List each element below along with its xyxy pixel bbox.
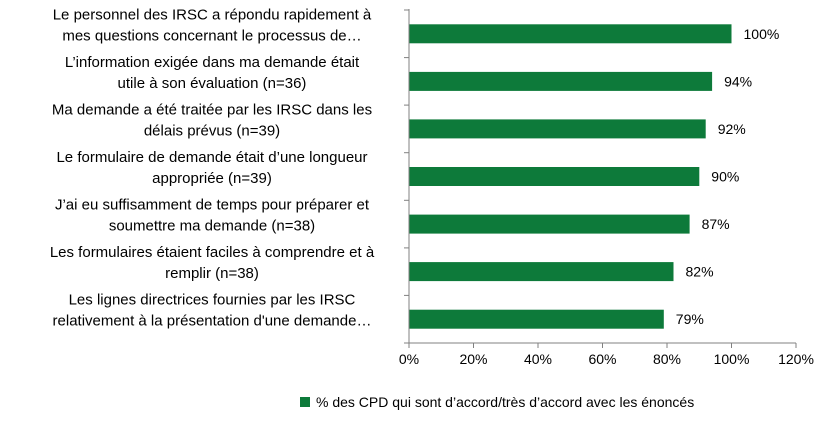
legend: % des CPD qui sont d’accord/très d’accor… bbox=[300, 394, 694, 410]
axes: 0% 20% 40% 60% 80% 100% 120% bbox=[399, 9, 814, 367]
category-label: Les formulaires étaient faciles à compre… bbox=[50, 244, 375, 261]
x-tick-label: 0% bbox=[399, 351, 419, 367]
category-label: soumettre ma demande (n=38) bbox=[109, 218, 315, 235]
legend-swatch bbox=[300, 397, 310, 407]
category-label: mes questions concernant le processus de… bbox=[62, 27, 361, 44]
data-label: 94% bbox=[724, 73, 752, 89]
bar bbox=[409, 167, 700, 186]
data-label: 82% bbox=[686, 264, 714, 280]
category-label: remplir (n=38) bbox=[165, 265, 259, 282]
bar bbox=[409, 71, 713, 91]
bar bbox=[409, 24, 732, 44]
bar bbox=[409, 262, 674, 282]
category-label: délais prévus (n=39) bbox=[144, 122, 280, 139]
category-label: appropriée (n=39) bbox=[152, 170, 272, 187]
x-tick-label: 80% bbox=[653, 351, 681, 367]
category-labels: Le personnel des IRSC a répondu rapideme… bbox=[50, 6, 375, 329]
category-label: relativement à la présentation d'une dem… bbox=[53, 313, 372, 330]
category-label: Les lignes directrices fournies par les … bbox=[69, 292, 356, 309]
category-label: utile à son évaluation (n=36) bbox=[118, 75, 307, 92]
category-label: Le personnel des IRSC a répondu rapideme… bbox=[53, 6, 372, 23]
bar bbox=[409, 119, 706, 139]
x-tick-label: 60% bbox=[588, 351, 616, 367]
bar bbox=[409, 214, 690, 234]
x-tick-label: 100% bbox=[714, 351, 750, 367]
category-label: Le formulaire de demande était d’une lon… bbox=[56, 149, 367, 166]
data-labels: 100% 94% 92% 90% 87% 82% 79% bbox=[676, 26, 780, 327]
bar bbox=[409, 309, 664, 329]
category-label: Ma demande a été traitée par les IRSC da… bbox=[52, 101, 372, 118]
category-label: J’ai eu suffisamment de temps pour prépa… bbox=[55, 197, 370, 214]
x-tick-label: 40% bbox=[524, 351, 552, 367]
data-label: 90% bbox=[711, 169, 739, 185]
x-tick-label: 120% bbox=[778, 351, 814, 367]
data-label: 100% bbox=[744, 26, 780, 42]
category-label: L’information exigée dans ma demande éta… bbox=[65, 54, 360, 71]
legend-label: % des CPD qui sont d’accord/très d’accor… bbox=[316, 394, 694, 410]
data-label: 79% bbox=[676, 311, 704, 327]
data-label: 87% bbox=[702, 216, 730, 232]
bars-group bbox=[409, 24, 732, 329]
x-tick-label: 20% bbox=[459, 351, 487, 367]
data-label: 92% bbox=[718, 121, 746, 137]
